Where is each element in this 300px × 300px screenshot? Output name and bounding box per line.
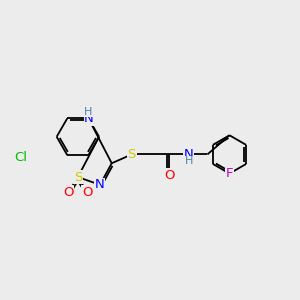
Text: O: O <box>82 186 92 199</box>
Text: S: S <box>74 171 82 184</box>
Text: N: N <box>184 148 194 161</box>
Text: N: N <box>95 178 105 191</box>
Text: O: O <box>164 169 174 182</box>
Text: S: S <box>128 148 136 161</box>
Text: F: F <box>226 167 233 180</box>
Text: N: N <box>84 112 94 125</box>
Text: H: H <box>185 156 194 166</box>
Text: H: H <box>84 107 93 117</box>
Text: Cl: Cl <box>14 151 28 164</box>
Text: O: O <box>63 186 74 199</box>
